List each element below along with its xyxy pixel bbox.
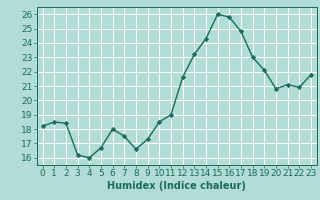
X-axis label: Humidex (Indice chaleur): Humidex (Indice chaleur) bbox=[108, 181, 246, 191]
